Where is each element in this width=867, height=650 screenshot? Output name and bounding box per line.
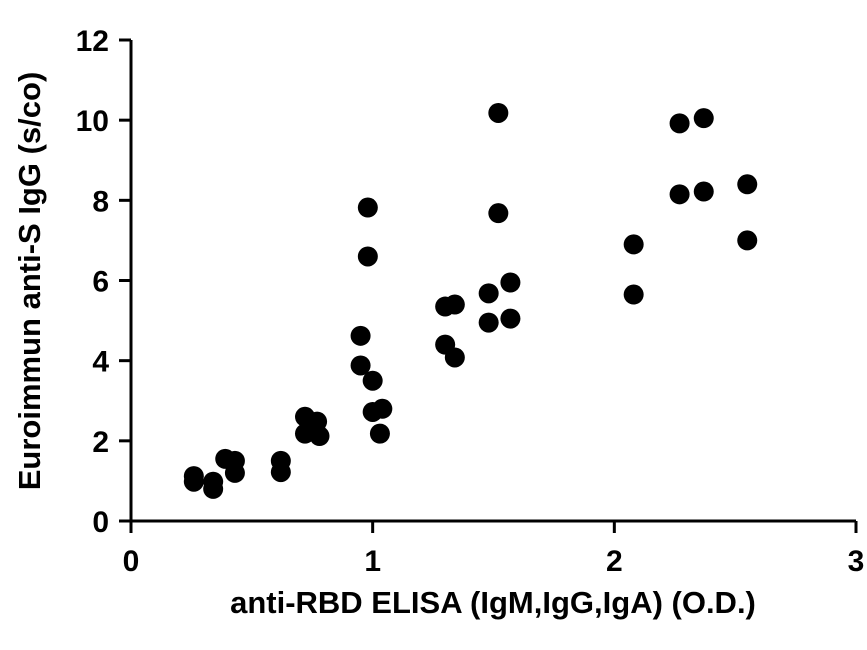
data-point (693, 181, 714, 202)
data-point (224, 462, 245, 483)
data-points (183, 102, 758, 499)
data-point (623, 284, 644, 305)
data-point (357, 197, 378, 218)
y-tick-label: 2 (92, 426, 109, 459)
data-point (362, 370, 383, 391)
data-point (478, 312, 499, 333)
y-tick-label: 12 (76, 25, 109, 58)
y-tick-label: 8 (92, 185, 109, 218)
x-tick-label: 2 (606, 545, 623, 578)
x-tick-label: 0 (123, 545, 140, 578)
data-point (693, 108, 714, 129)
x-tick-label: 3 (848, 545, 865, 578)
data-point (203, 478, 224, 499)
data-point (478, 283, 499, 304)
data-point (372, 398, 393, 419)
data-point (350, 325, 371, 346)
data-point (350, 355, 371, 376)
y-tick-label: 0 (92, 506, 109, 539)
data-point (669, 184, 690, 205)
data-point (488, 203, 509, 224)
data-point (488, 102, 509, 123)
data-point (623, 234, 644, 255)
data-point (369, 423, 390, 444)
y-axis-title: Euroimmun anti-S IgG (s/co) (12, 72, 47, 491)
y-ticks: 0 2 4 6 8 10 12 (76, 25, 131, 539)
data-point (669, 113, 690, 134)
data-point (737, 230, 758, 251)
data-point (270, 462, 291, 483)
data-point (737, 174, 758, 195)
data-point (500, 308, 521, 329)
data-point (357, 246, 378, 267)
y-tick-label: 10 (76, 105, 109, 138)
data-point (444, 294, 465, 315)
x-axis-title: anti-RBD ELISA (IgM,IgG,IgA) (O.D.) (230, 585, 756, 620)
x-ticks: 0 1 2 3 (123, 521, 865, 578)
y-tick-label: 6 (92, 266, 109, 299)
data-point (183, 471, 204, 492)
data-point (309, 426, 330, 447)
data-point (500, 272, 521, 293)
y-tick-label: 4 (92, 346, 109, 379)
data-point (444, 347, 465, 368)
x-tick-label: 1 (364, 545, 381, 578)
